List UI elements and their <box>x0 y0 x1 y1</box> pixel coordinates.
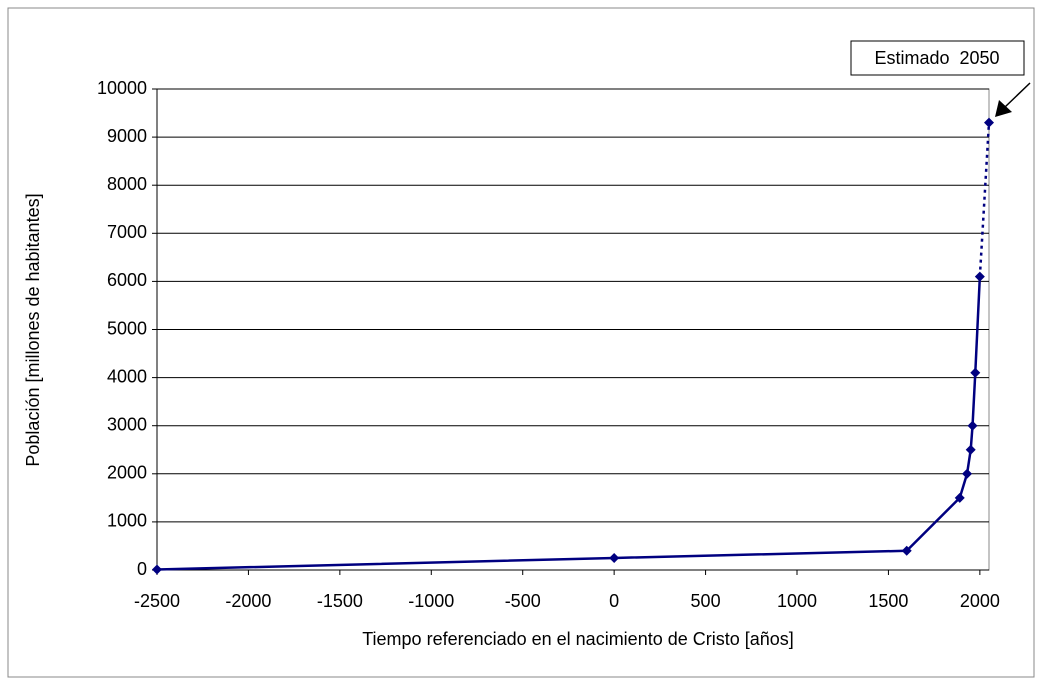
y-tick-label: 6000 <box>107 270 147 290</box>
x-axis-label: Tiempo referenciado en el nacimiento de … <box>362 629 794 649</box>
y-tick-label: 7000 <box>107 222 147 242</box>
y-tick-label: 9000 <box>107 126 147 146</box>
y-tick-label: 8000 <box>107 174 147 194</box>
y-axis-label: Población [millones de habitantes] <box>23 193 43 466</box>
x-tick-label: 1000 <box>777 591 817 611</box>
point <box>970 367 981 378</box>
annotation-arrowhead <box>995 100 1012 117</box>
line-series-projection <box>978 122 991 277</box>
point <box>901 545 912 556</box>
point <box>965 444 976 455</box>
point <box>152 564 162 575</box>
point <box>984 117 994 128</box>
annotation-arrow <box>1004 82 1031 108</box>
y-tick-label: 10000 <box>97 78 147 98</box>
y-tick-label: 3000 <box>107 414 147 434</box>
x-tick-label: -2000 <box>225 591 271 611</box>
point <box>967 420 978 431</box>
y-tick-label: 4000 <box>107 366 147 386</box>
y-tick-label: 2000 <box>107 463 147 483</box>
x-tick-label: 1500 <box>868 591 908 611</box>
annotation: Estimado 2050 <box>874 48 999 68</box>
x-tick-label: 500 <box>691 591 721 611</box>
x-tick-label: -2500 <box>134 591 180 611</box>
point <box>962 468 973 479</box>
x-tick-label: -500 <box>505 591 541 611</box>
x-tick-label: 0 <box>609 591 619 611</box>
point <box>974 271 985 282</box>
x-tick-label: -1000 <box>408 591 454 611</box>
y-tick-label: 5000 <box>107 318 147 338</box>
x-tick-label: -1500 <box>317 591 363 611</box>
y-tick-label: 0 <box>137 559 147 579</box>
x-tick-label: 2000 <box>960 591 1000 611</box>
point <box>954 492 965 503</box>
annotation-box <box>850 40 1025 76</box>
point <box>609 552 620 563</box>
y-tick-label: 1000 <box>107 511 147 531</box>
